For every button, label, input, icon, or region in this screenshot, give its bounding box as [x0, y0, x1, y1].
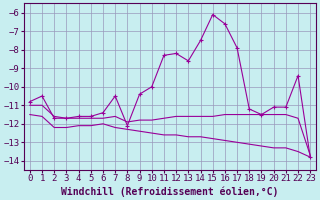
X-axis label: Windchill (Refroidissement éolien,°C): Windchill (Refroidissement éolien,°C)	[61, 186, 279, 197]
